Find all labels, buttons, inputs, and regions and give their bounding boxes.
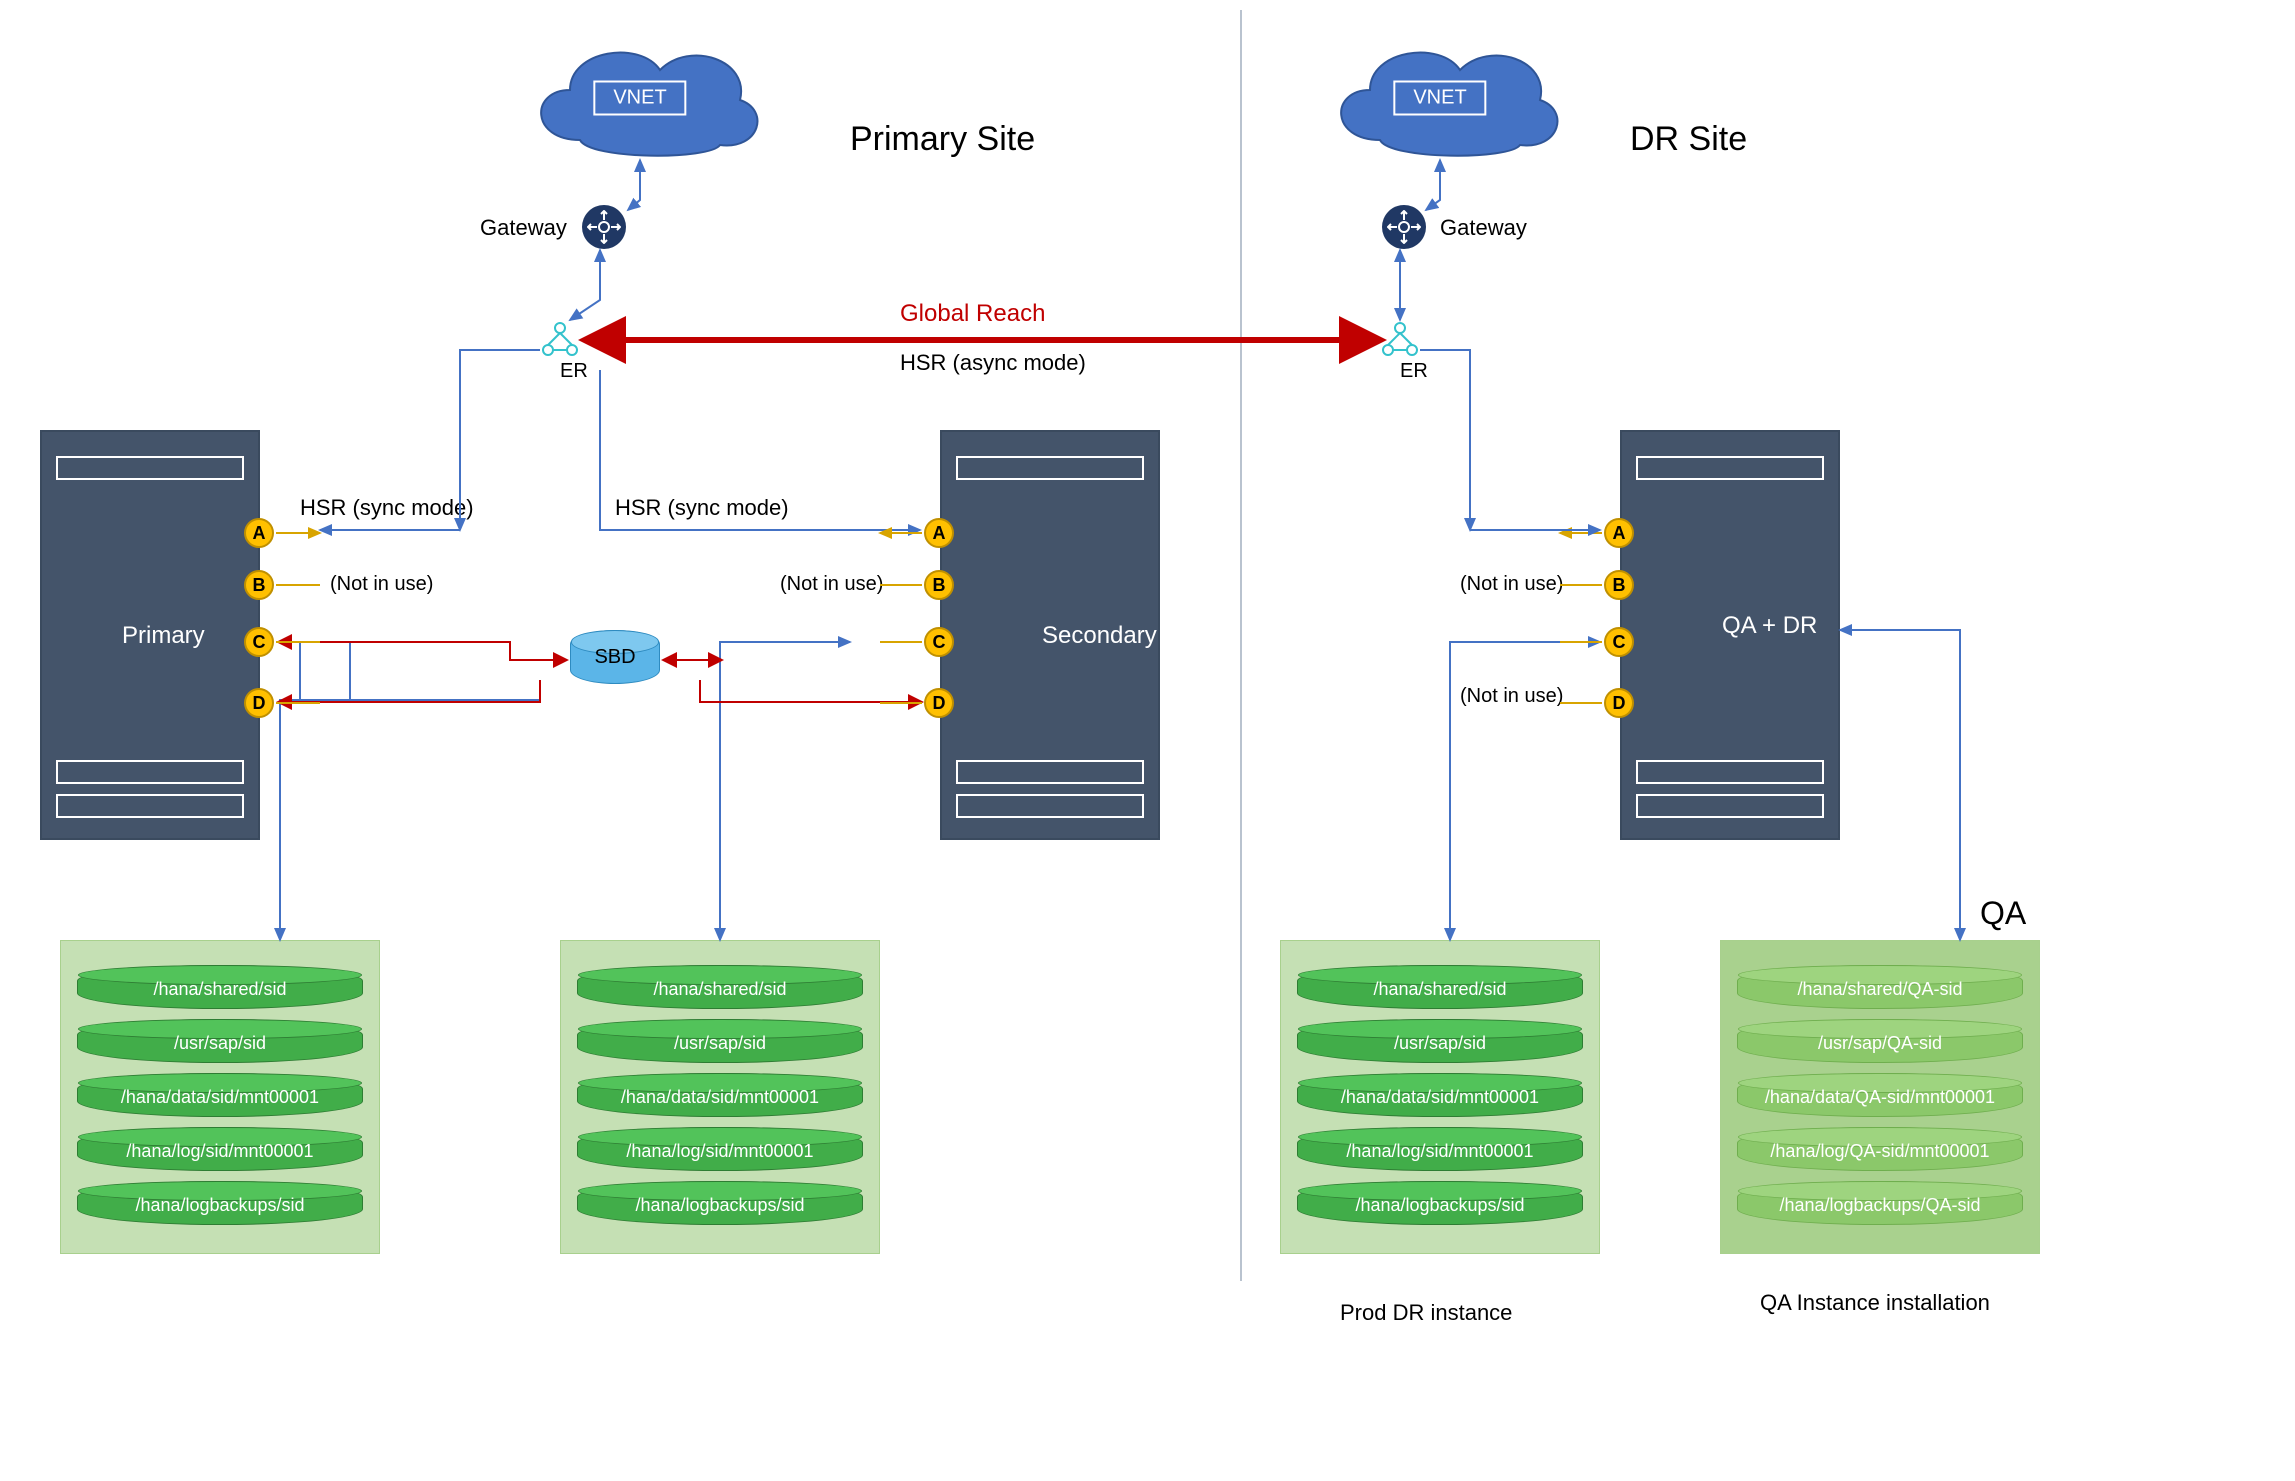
not-in-use-dr-b: (Not in use) xyxy=(1460,573,1563,596)
disk: /hana/shared/QA-sid xyxy=(1737,965,2023,1009)
disk: /hana/data/sid/mnt00001 xyxy=(77,1073,363,1117)
qa-storage-caption: QA Instance installation xyxy=(1760,1290,1990,1316)
port-primary-a: A xyxy=(244,518,274,548)
server-qadr-name: QA + DR xyxy=(1722,612,1817,640)
gateway-icon-dr xyxy=(1382,205,1426,249)
storage-primary: /hana/shared/sid /usr/sap/sid /hana/data… xyxy=(60,940,380,1254)
port-qadr-b: B xyxy=(1604,570,1634,600)
server-secondary: Secondary xyxy=(940,430,1160,840)
hsr-async-label: HSR (async mode) xyxy=(900,350,1086,376)
port-secondary-d: D xyxy=(924,688,954,718)
global-reach-label: Global Reach xyxy=(900,300,1045,328)
site-divider xyxy=(1240,10,1242,1281)
not-in-use-primary: (Not in use) xyxy=(330,573,433,596)
port-primary-d: D xyxy=(244,688,274,718)
port-qadr-c: C xyxy=(1604,627,1634,657)
disk: /hana/logbackups/sid xyxy=(77,1181,363,1225)
port-qadr-d: D xyxy=(1604,688,1634,718)
server-primary-name: Primary xyxy=(122,622,205,650)
vnet-label-dr: VNET xyxy=(1393,80,1486,115)
server-secondary-name: Secondary xyxy=(1042,622,1157,650)
disk: /hana/shared/sid xyxy=(77,965,363,1009)
dr-storage-caption: Prod DR instance xyxy=(1340,1300,1512,1326)
storage-secondary: /hana/shared/sid /usr/sap/sid /hana/data… xyxy=(560,940,880,1254)
not-in-use-dr-d: (Not in use) xyxy=(1460,685,1563,708)
disk: /hana/logbackups/sid xyxy=(1297,1181,1583,1225)
disk: /hana/data/QA-sid/mnt00001 xyxy=(1737,1073,2023,1117)
port-secondary-a: A xyxy=(924,518,954,548)
disk: /hana/log/sid/mnt00001 xyxy=(1297,1127,1583,1171)
sbd-label: SBD xyxy=(594,646,635,669)
er-label-dr: ER xyxy=(1400,360,1428,383)
gateway-icon-primary xyxy=(582,205,626,249)
gateway-label-primary: Gateway xyxy=(480,215,567,241)
er-node-primary xyxy=(540,320,580,360)
disk: /hana/log/QA-sid/mnt00001 xyxy=(1737,1127,2023,1171)
disk: /hana/logbackups/sid xyxy=(577,1181,863,1225)
storage-qa: /hana/shared/QA-sid /usr/sap/QA-sid /han… xyxy=(1720,940,2040,1254)
disk: /hana/shared/sid xyxy=(577,965,863,1009)
vnet-cloud-primary: VNET xyxy=(520,30,760,160)
port-qadr-a: A xyxy=(1604,518,1634,548)
vnet-cloud-dr: VNET xyxy=(1320,30,1560,160)
disk: /usr/sap/QA-sid xyxy=(1737,1019,2023,1063)
hsr-sync-label-secondary: HSR (sync mode) xyxy=(615,495,789,521)
port-primary-b: B xyxy=(244,570,274,600)
port-secondary-b: B xyxy=(924,570,954,600)
disk: /hana/log/sid/mnt00001 xyxy=(577,1127,863,1171)
server-primary: Primary xyxy=(40,430,260,840)
er-node-dr xyxy=(1380,320,1420,360)
dr-site-title: DR Site xyxy=(1630,120,1747,159)
disk: /hana/log/sid/mnt00001 xyxy=(77,1127,363,1171)
disk: /usr/sap/sid xyxy=(77,1019,363,1063)
primary-site-title: Primary Site xyxy=(850,120,1035,159)
disk: /usr/sap/sid xyxy=(1297,1019,1583,1063)
disk: /hana/data/sid/mnt00001 xyxy=(1297,1073,1583,1117)
port-secondary-c: C xyxy=(924,627,954,657)
server-qadr: QA + DR xyxy=(1620,430,1840,840)
vnet-label-primary: VNET xyxy=(593,80,686,115)
disk: /hana/logbackups/QA-sid xyxy=(1737,1181,2023,1225)
qa-heading: QA xyxy=(1980,895,2026,932)
port-primary-c: C xyxy=(244,627,274,657)
disk: /usr/sap/sid xyxy=(577,1019,863,1063)
hsr-sync-label-primary: HSR (sync mode) xyxy=(300,495,474,521)
disk: /hana/shared/sid xyxy=(1297,965,1583,1009)
not-in-use-secondary: (Not in use) xyxy=(780,573,883,596)
storage-dr: /hana/shared/sid /usr/sap/sid /hana/data… xyxy=(1280,940,1600,1254)
sbd-cylinder: SBD xyxy=(570,630,660,684)
gateway-label-dr: Gateway xyxy=(1440,215,1527,241)
disk: /hana/data/sid/mnt00001 xyxy=(577,1073,863,1117)
er-label-primary: ER xyxy=(560,360,588,383)
